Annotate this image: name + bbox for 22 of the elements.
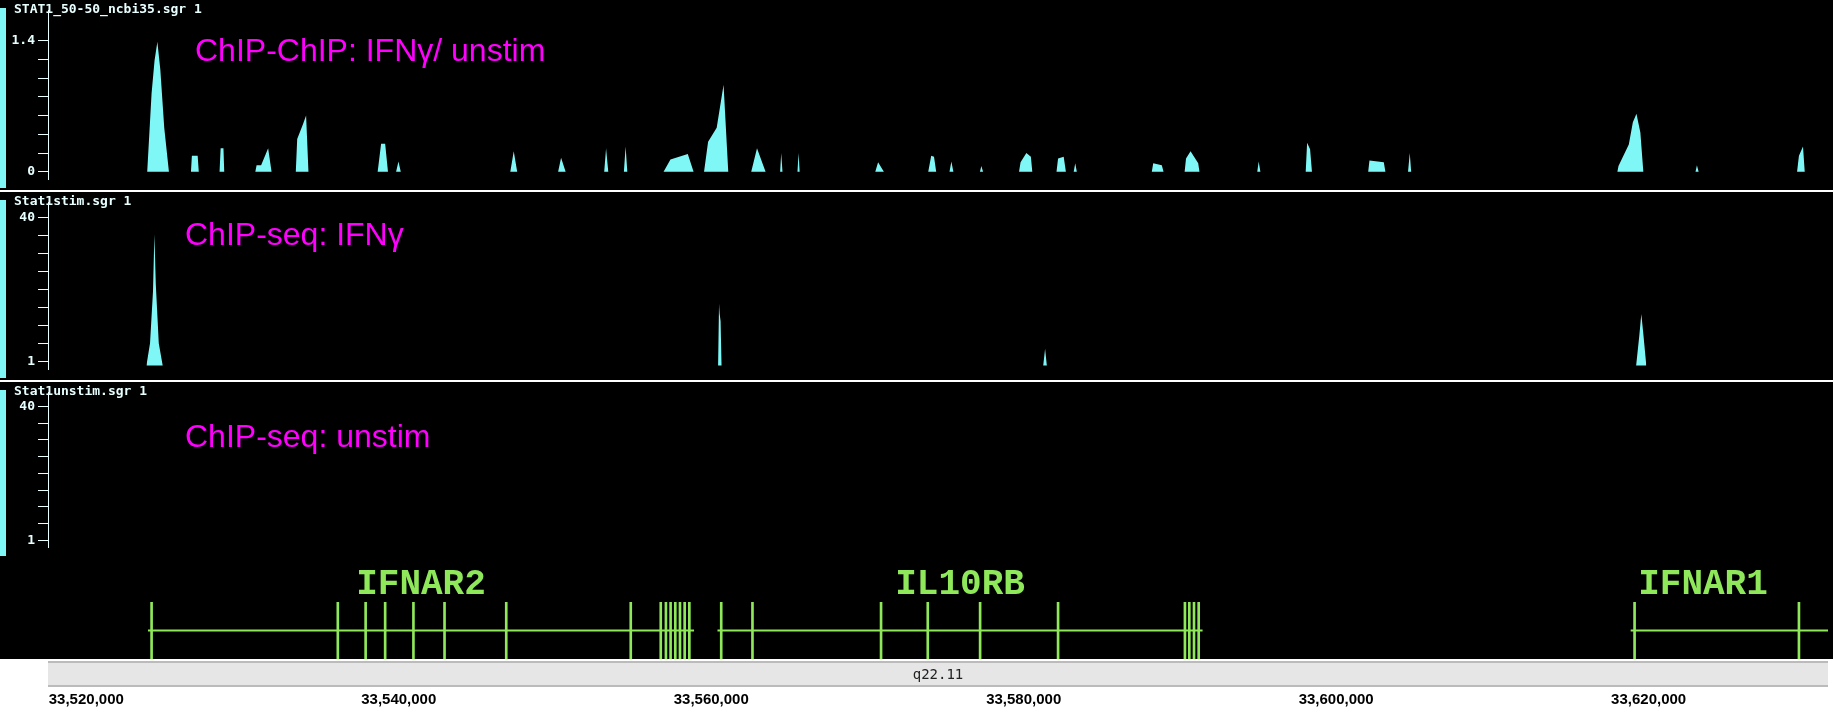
annotation: ChIP-seq: IFNγ bbox=[185, 215, 404, 252]
y-tick-label: 1 bbox=[27, 531, 36, 547]
annotation: ChIP-ChIP: IFNγ/ unstim bbox=[195, 31, 546, 68]
y-tick-label: 0 bbox=[27, 163, 36, 179]
text: q22.11 bbox=[48, 661, 1828, 687]
annotation: IFNAR1 bbox=[1638, 564, 1768, 605]
annotation: IFNAR2 bbox=[356, 564, 486, 605]
x-tick-label: 33,560,000 bbox=[673, 690, 749, 708]
y-tick-label: 1 bbox=[27, 353, 36, 369]
x-tick-label: 33,520,000 bbox=[48, 690, 124, 708]
x-tick-label: 33,540,000 bbox=[361, 690, 437, 708]
y-tick-label: 1.4 bbox=[11, 32, 36, 48]
y-tick-label: 40 bbox=[19, 397, 36, 413]
annotation: IL10RB bbox=[895, 564, 1025, 605]
chart-title: STAT1_50-50_ncbi35.sgr 1 bbox=[14, 0, 203, 17]
chart-title: Stat1stim.sgr 1 bbox=[14, 192, 132, 208]
annotation: ChIP-seq: unstim bbox=[185, 417, 431, 454]
chart-title: Stat1unstim.sgr 1 bbox=[14, 382, 148, 398]
x-tick-label: 33,600,000 bbox=[1298, 690, 1374, 708]
y-tick-label: 40 bbox=[19, 208, 36, 224]
x-tick-label: 33,620,000 bbox=[1611, 690, 1687, 708]
x-tick-label: 33,580,000 bbox=[986, 690, 1062, 708]
